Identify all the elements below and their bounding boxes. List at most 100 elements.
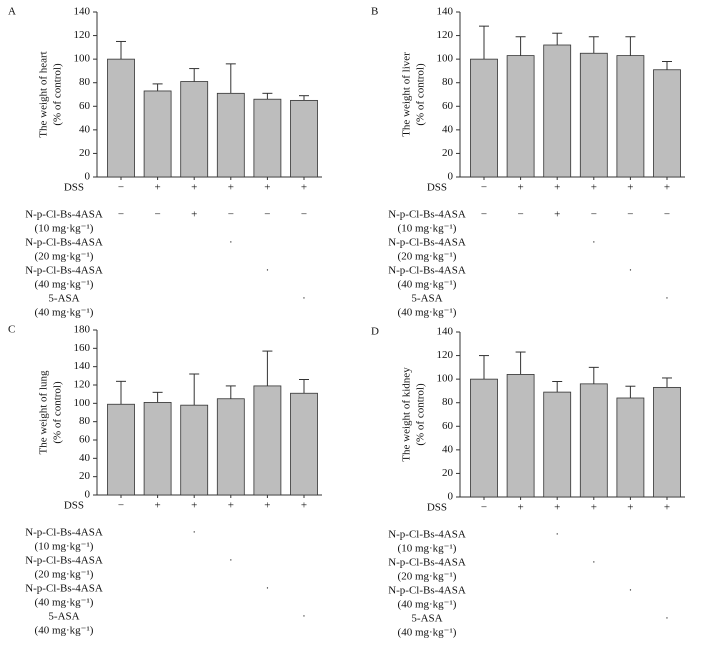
row-label: (10 mg·kg⁻¹) bbox=[398, 223, 457, 235]
row-mark: · bbox=[192, 527, 196, 539]
y-tick-label: 60 bbox=[79, 434, 91, 446]
row-label: 5-ASA bbox=[411, 293, 442, 305]
y-tick-label: 20 bbox=[79, 147, 91, 159]
bar bbox=[107, 403, 135, 496]
y-tick-label: 60 bbox=[442, 420, 454, 432]
bar bbox=[579, 52, 608, 178]
row-label: DSS bbox=[64, 182, 84, 194]
y-tick-label: 120 bbox=[74, 379, 91, 391]
row-label: (40 mg·kg⁻¹) bbox=[35, 625, 94, 637]
row-mark: + bbox=[264, 182, 270, 194]
row-mark: + bbox=[154, 500, 160, 512]
row-label: (40 mg·kg⁻¹) bbox=[35, 307, 94, 319]
row-label: DSS bbox=[64, 500, 84, 512]
row-mark: · bbox=[302, 293, 306, 305]
panel-label: C bbox=[8, 324, 15, 336]
panel: D The weight of kidney (% of control) 0 20 40… bbox=[371, 326, 685, 639]
row-label: N-p-Cl-Bs-4ASA bbox=[25, 583, 103, 595]
y-tick-label: 40 bbox=[79, 123, 91, 135]
row-mark: + bbox=[264, 500, 270, 512]
bar bbox=[470, 378, 498, 498]
row-mark: · bbox=[229, 237, 233, 249]
row-label: (20 mg·kg⁻¹) bbox=[398, 571, 457, 583]
row-mark: − bbox=[591, 209, 597, 221]
bar bbox=[253, 385, 282, 496]
row-mark: − bbox=[301, 209, 307, 221]
row-label: (20 mg·kg⁻¹) bbox=[398, 251, 457, 263]
y-tick-label: 100 bbox=[74, 397, 91, 409]
row-mark: · bbox=[665, 613, 669, 625]
row-mark: + bbox=[627, 502, 633, 514]
row-label: (40 mg·kg⁻¹) bbox=[35, 279, 94, 291]
bar bbox=[216, 398, 245, 496]
row-mark: · bbox=[229, 555, 233, 567]
row-mark: + bbox=[554, 182, 560, 194]
row-label: (10 mg·kg⁻¹) bbox=[35, 223, 94, 235]
row-label: 5-ASA bbox=[48, 293, 79, 305]
row-label: N-p-Cl-Bs-4ASA bbox=[25, 265, 103, 277]
y-tick-label: 0 bbox=[448, 171, 454, 183]
row-label: (40 mg·kg⁻¹) bbox=[398, 627, 457, 639]
row-label: DSS bbox=[427, 182, 447, 194]
row-label: N-p-Cl-Bs-4ASA bbox=[388, 237, 466, 249]
row-mark: + bbox=[554, 502, 560, 514]
y-axis-label: (% of control) bbox=[52, 381, 64, 444]
row-label: (10 mg·kg⁻¹) bbox=[35, 541, 94, 553]
row-mark: · bbox=[302, 611, 306, 623]
row-mark: + bbox=[301, 182, 307, 194]
y-tick-label: 180 bbox=[74, 324, 91, 336]
row-mark: − bbox=[228, 209, 234, 221]
row-mark: − bbox=[481, 502, 487, 514]
y-tick-label: 80 bbox=[442, 76, 454, 88]
row-label: (40 mg·kg⁻¹) bbox=[398, 599, 457, 611]
y-tick-label: 60 bbox=[79, 100, 91, 112]
y-tick-label: 120 bbox=[74, 29, 91, 41]
row-mark: − bbox=[664, 209, 670, 221]
bar bbox=[653, 69, 681, 178]
row-mark: · bbox=[629, 585, 633, 597]
row-mark: + bbox=[664, 182, 670, 194]
row-mark: + bbox=[228, 500, 234, 512]
row-mark: + bbox=[191, 500, 197, 512]
y-tick-label: 40 bbox=[79, 452, 91, 464]
y-axis-label: The weight of heart bbox=[38, 51, 50, 137]
row-mark: + bbox=[228, 182, 234, 194]
panel: B The weight of liver (% of control) 0 20 40 6… bbox=[371, 6, 685, 319]
row-mark: + bbox=[554, 209, 560, 221]
row-mark: − bbox=[481, 182, 487, 194]
bar bbox=[616, 397, 645, 498]
row-label: N-p-Cl-Bs-4ASA bbox=[388, 585, 466, 597]
row-label: (40 mg·kg⁻¹) bbox=[398, 279, 457, 291]
row-label: (10 mg·kg⁻¹) bbox=[398, 543, 457, 555]
row-label: N-p-Cl-Bs-4ASA bbox=[388, 265, 466, 277]
row-label: (20 mg·kg⁻¹) bbox=[35, 569, 94, 581]
y-tick-label: 100 bbox=[74, 53, 91, 65]
row-mark: · bbox=[266, 583, 270, 595]
y-axis-label: (% of control) bbox=[415, 383, 427, 446]
y-tick-label: 60 bbox=[442, 100, 454, 112]
row-label: 5-ASA bbox=[48, 611, 79, 623]
panel-label: D bbox=[371, 326, 379, 338]
row-mark: + bbox=[517, 502, 523, 514]
row-mark: + bbox=[191, 209, 197, 221]
row-mark: − bbox=[627, 209, 633, 221]
row-label: 5-ASA bbox=[411, 613, 442, 625]
y-tick-label: 0 bbox=[448, 491, 454, 503]
row-mark: · bbox=[592, 557, 596, 569]
row-mark: + bbox=[591, 182, 597, 194]
row-label: DSS bbox=[427, 502, 447, 514]
row-label: (40 mg·kg⁻¹) bbox=[35, 597, 94, 609]
bar bbox=[290, 99, 318, 178]
row-mark: + bbox=[517, 182, 523, 194]
bar bbox=[180, 404, 209, 496]
row-label: N-p-Cl-Bs-4ASA bbox=[25, 527, 103, 539]
y-tick-label: 160 bbox=[74, 342, 91, 354]
y-tick-label: 80 bbox=[442, 396, 454, 408]
y-tick-label: 0 bbox=[85, 489, 91, 501]
row-mark: − bbox=[264, 209, 270, 221]
row-mark: − bbox=[118, 182, 124, 194]
y-tick-label: 20 bbox=[79, 470, 91, 482]
row-label: (40 mg·kg⁻¹) bbox=[398, 307, 457, 319]
row-mark: + bbox=[191, 182, 197, 194]
